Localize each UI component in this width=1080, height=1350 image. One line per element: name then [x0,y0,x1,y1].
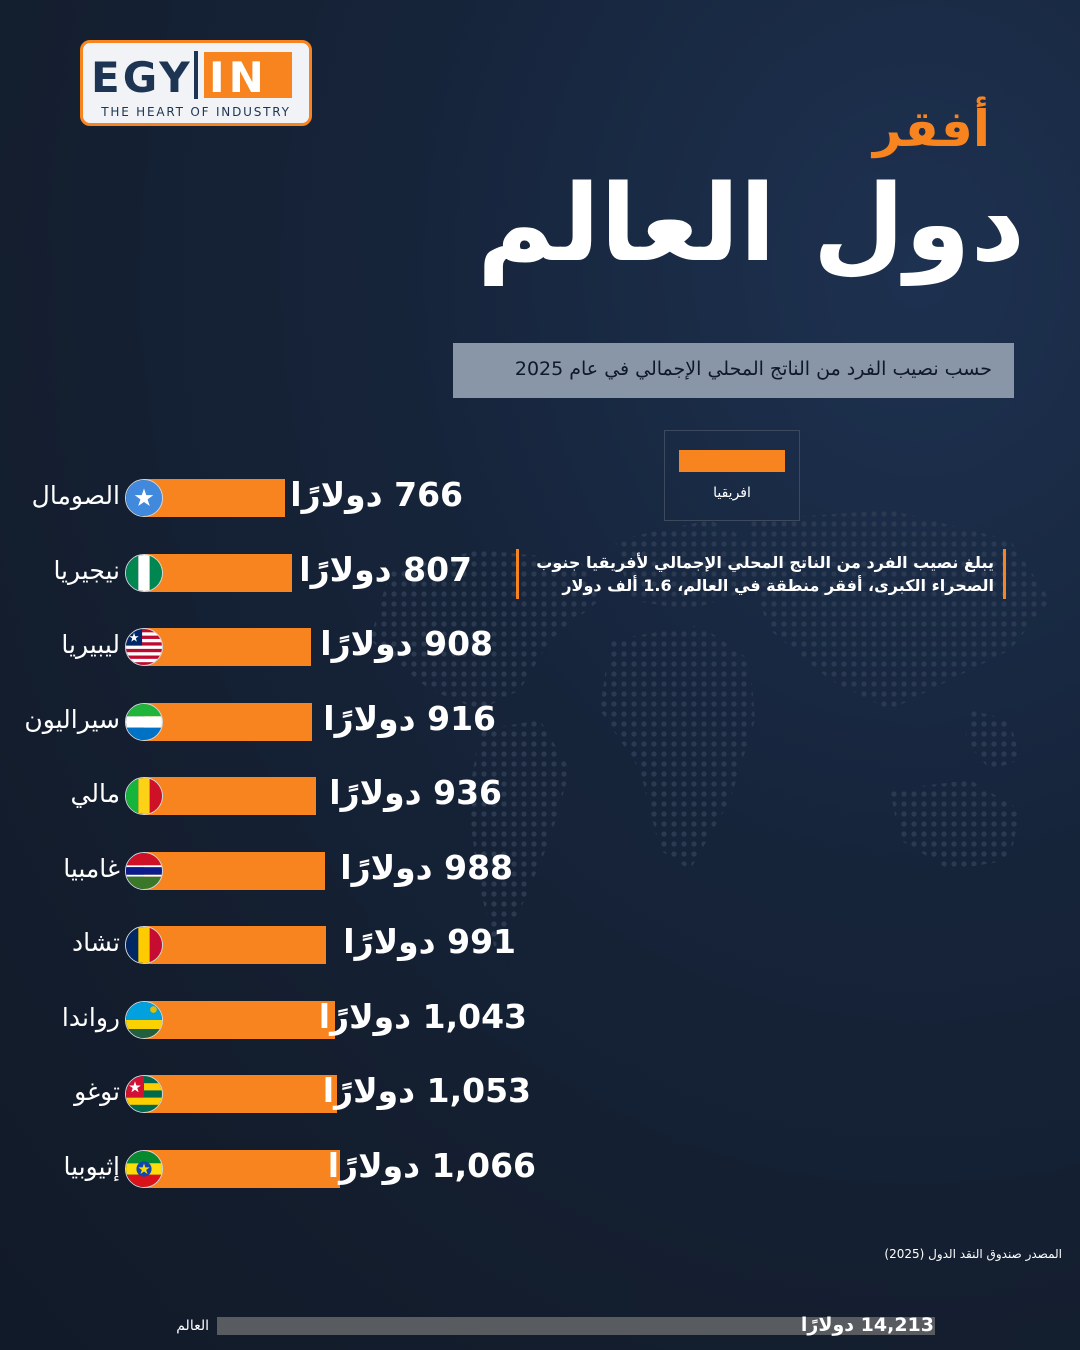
country-label: توغو [74,1077,120,1106]
country-label: مالي [70,779,120,808]
logo-separator [194,51,198,99]
title-line-1: أفقر [873,100,990,158]
source-note: المصدر صندوق النقد الدول (2025) [884,1247,1062,1261]
country-label: ليبيريا [61,630,120,659]
rwanda-flag-icon [125,1000,163,1039]
legend-swatch-africa [679,450,785,472]
world-map-decoration [370,510,1050,950]
country-label: تشاد [71,928,120,957]
value-label: 1,053 دولارًا [322,1071,531,1110]
logo-in-text: IN [209,53,268,102]
world-reference-value: 14,213 دولارًا [800,1314,934,1336]
logo-wordmark: EGY IN [83,43,309,105]
liberia-flag-icon [125,628,163,666]
mali-flag-icon [125,777,163,815]
country-label: إثيوبيا [63,1151,120,1181]
note-text: يبلغ نصيب الفرد من الناتج المحلي الإجمال… [536,553,994,595]
somalia-flag-icon [125,479,163,517]
chad-flag-icon [125,926,163,964]
country-label: رواندا [61,1002,120,1032]
bar-togo [144,1075,337,1113]
bar-ethiopia [144,1149,340,1188]
logo-in-box [204,52,292,98]
subtitle: حسب نصيب الفرد من الناتج المحلي الإجمالي… [514,358,992,380]
country-label: نيجيريا [53,555,120,585]
legend-label-africa: افريقيا [713,485,751,501]
gambia-flag-icon [125,851,163,890]
world-reference-label: العالم [176,1318,209,1334]
legend: افريقيا [664,430,800,521]
logo-egy-text: EGY [91,53,193,102]
country-label: الصومال [31,481,120,510]
ethiopia-flag-icon [125,1149,163,1188]
value-label: 1,043 دولارًا [318,996,527,1036]
country-label: غامبيا [63,853,120,883]
egyin-logo: EGY IN THE HEART OF INDUSTRY [80,40,312,126]
country-label: سيراليون [24,704,120,734]
nigeria-flag-icon [125,553,163,592]
sierra-leone-flag-icon [125,702,163,741]
value-label: 1,066 دولارًا [327,1145,536,1185]
togo-flag-icon [125,1075,163,1113]
note-callout: يبلغ نصيب الفرد من الناتج المحلي الإجمال… [516,549,1006,599]
logo-tagline: THE HEART OF INDUSTRY [101,105,291,119]
bar-rwanda [144,1000,335,1039]
title-line-2: دول العالم [477,162,1025,285]
subtitle-box: حسب نصيب الفرد من الناتج المحلي الإجمالي… [453,343,1014,398]
world-reference-bar [217,1317,935,1335]
